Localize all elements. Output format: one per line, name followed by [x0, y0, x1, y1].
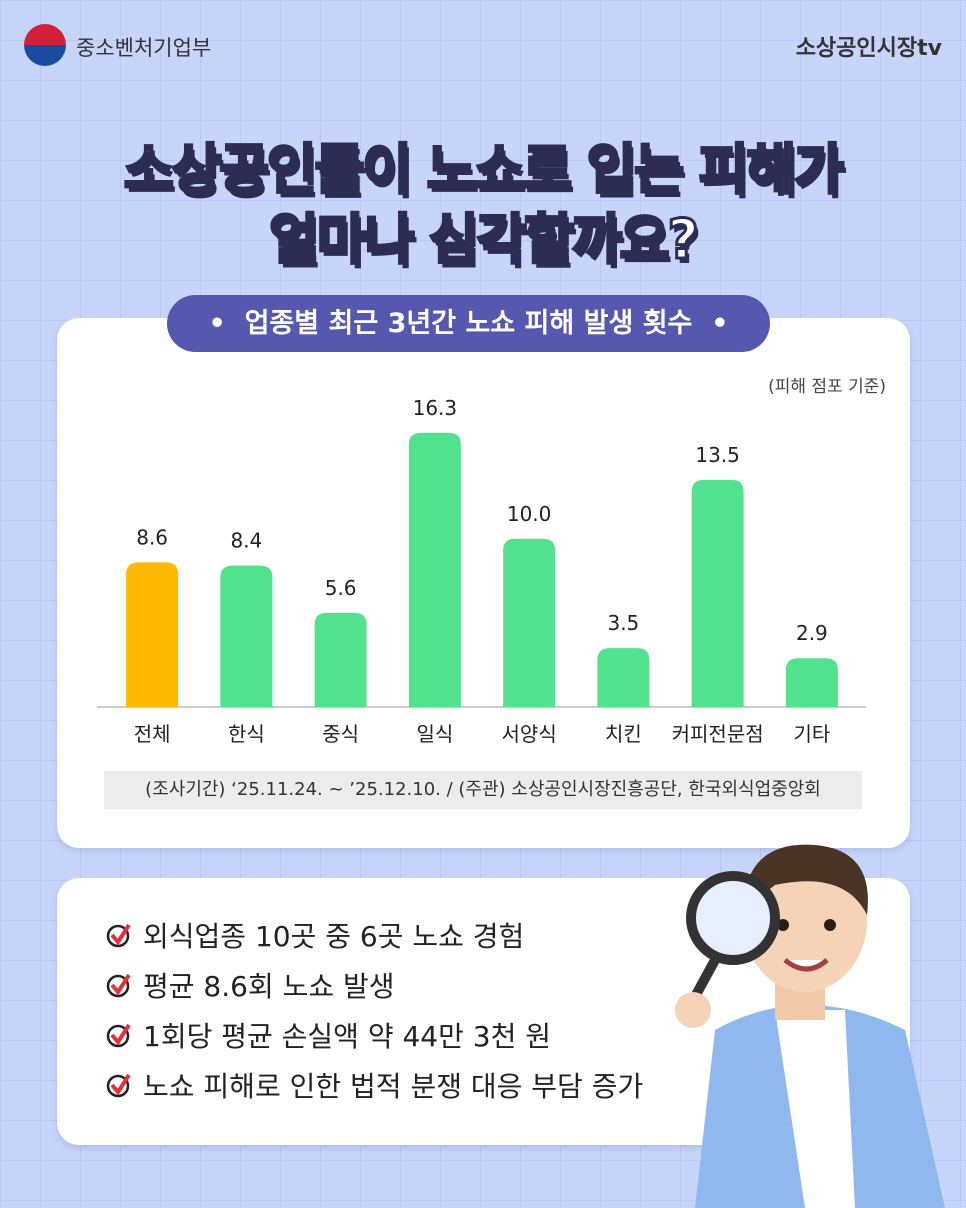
x-tick-label: 서양식 [502, 722, 557, 746]
subtitle: (피해 점포 기준) [768, 377, 886, 397]
headline: 얼마나 심각할까요? [268, 207, 701, 273]
chart-title: • 업종별 최근 3년간 노쇼 피해 발생 횟수 • [167, 295, 770, 352]
x-tick-label: 기타 [793, 722, 830, 746]
check-icon [106, 1023, 131, 1048]
value-label: 3.5 [607, 611, 639, 635]
bar [503, 538, 556, 707]
headline: 소상공인들이 노쇼로 입는 피해가 [123, 137, 846, 203]
value-label: 16.3 [413, 396, 458, 420]
brand: 소상공인시장tv [795, 36, 942, 61]
bullet-text: 외식업종 10곳 중 6곳 노쇼 경험 [143, 920, 525, 953]
title-text: 업종별 최근 3년간 노쇼 피해 발생 횟수 [244, 308, 693, 339]
bar [220, 565, 273, 707]
logo [24, 24, 66, 66]
bar [691, 479, 744, 707]
source: (조사기간) ‘25.11.24. ~ ’25.12.10. / (주관) 소상… [104, 771, 862, 809]
check-icon [106, 1073, 131, 1098]
check-icon [106, 923, 131, 948]
bullet: 평균 8.6회 노쇼 발생 [105, 965, 395, 1005]
check-icon [106, 973, 131, 998]
bullet: 1회당 평균 손실액 약 44만 3천 원 [105, 1015, 551, 1055]
value-label: 8.6 [136, 525, 168, 549]
chart-card [57, 318, 910, 848]
bullet-text: 노쇼 피해로 인한 법적 분쟁 대응 부담 증가 [143, 1070, 644, 1103]
bullet: 노쇼 피해로 인한 법적 분쟁 대응 부담 증가 [105, 1065, 643, 1105]
value-label: 13.5 [695, 443, 740, 467]
x-tick-label: 커피전문점 [672, 722, 764, 746]
bullet-text: 1회당 평균 손실액 약 44만 3천 원 [143, 1020, 552, 1053]
bar [408, 432, 461, 707]
character [675, 844, 945, 1208]
bullet-text: 평균 8.6회 노쇼 발생 [143, 970, 395, 1003]
ministry: 중소벤처기업부 [76, 36, 212, 60]
value-label: 8.4 [230, 529, 262, 553]
value-label: 10.0 [507, 502, 552, 526]
bar [785, 658, 838, 707]
bullet: 외식업종 10곳 중 6곳 노쇼 경험 [105, 915, 524, 955]
x-tick-label: 중식 [322, 722, 359, 746]
bar [597, 648, 650, 707]
x-tick-label: 한식 [228, 722, 265, 746]
x-tick-label: 전체 [134, 722, 171, 746]
x-tick-label: 치킨 [605, 722, 642, 746]
value-label: 5.6 [325, 576, 357, 600]
bar [314, 612, 367, 707]
x-tick-label: 일식 [416, 722, 453, 746]
bar [126, 562, 179, 707]
value-label: 2.9 [796, 621, 828, 645]
